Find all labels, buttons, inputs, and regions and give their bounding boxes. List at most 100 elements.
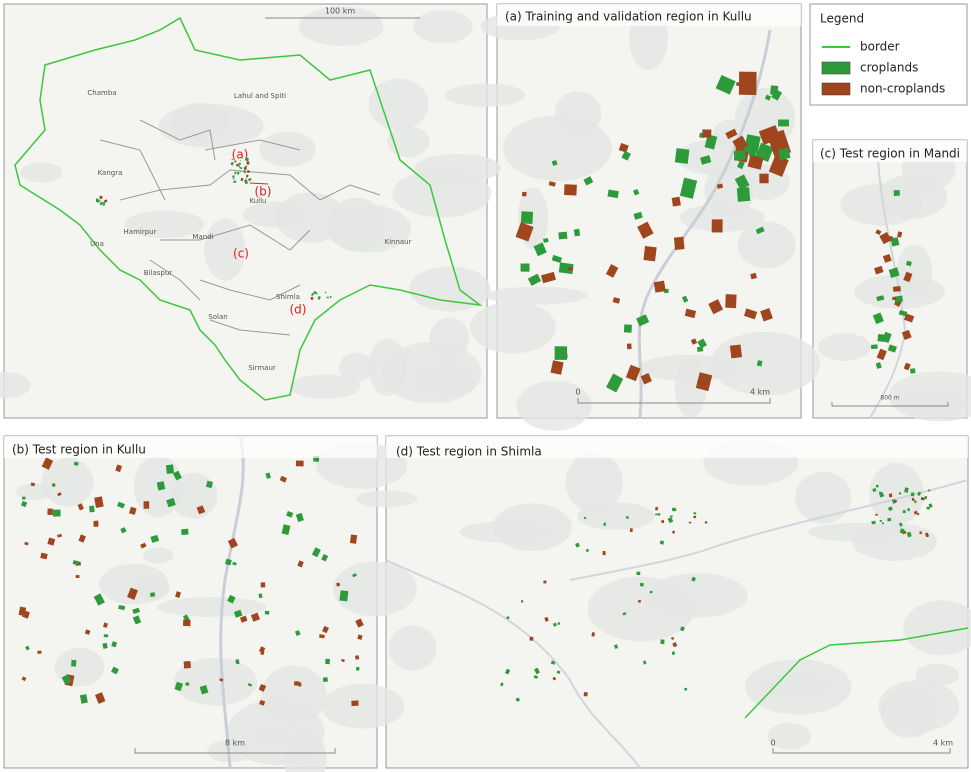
panel-title: (d) Test region in Shimla [396, 445, 542, 459]
terrain-blob [647, 573, 748, 618]
land-patch [71, 659, 77, 667]
land-patch [24, 541, 29, 546]
land-patch [913, 510, 918, 515]
land-patch [881, 522, 885, 525]
terrain-blob [516, 380, 592, 431]
district-label: Kullu [249, 197, 266, 205]
land-patch [341, 658, 345, 663]
terrain-blob [755, 674, 834, 696]
land-patch [356, 667, 360, 671]
land-patch [520, 211, 534, 224]
land-patch [614, 644, 618, 649]
title-bg [386, 436, 968, 458]
land-patch [247, 177, 252, 182]
land-patch [219, 678, 224, 682]
land-patch [117, 501, 125, 509]
land-patch [40, 552, 48, 560]
land-patch [504, 668, 511, 675]
region-label: (b) [255, 185, 272, 199]
land-patch [622, 612, 627, 616]
scale-bar [577, 398, 771, 404]
land-patch [892, 296, 897, 300]
district-label: Sirmaur [248, 364, 276, 372]
district-label: Solan [208, 313, 227, 321]
land-patch [239, 615, 248, 623]
land-patch [625, 516, 629, 519]
land-patch [260, 684, 266, 689]
river [637, 29, 772, 419]
land-patch [245, 174, 249, 178]
land-patch [558, 231, 568, 240]
land-patch [643, 660, 647, 665]
land-patch [898, 309, 908, 317]
land-patch [246, 170, 251, 174]
land-patch [233, 180, 237, 184]
district-label: Chamba [87, 89, 116, 97]
terrain-blob [332, 561, 417, 617]
land-patch [93, 593, 105, 606]
land-patch [893, 190, 900, 196]
terrain-blob [880, 687, 938, 738]
land-patch [238, 165, 241, 168]
land-patch [534, 667, 540, 675]
border-line [744, 627, 969, 719]
patches [18, 71, 933, 707]
land-patch [888, 267, 900, 278]
land-patch [227, 537, 238, 549]
land-patch [897, 231, 903, 238]
land-patch [567, 267, 574, 271]
land-patch [310, 296, 314, 301]
terrain-blob [915, 664, 960, 686]
land-patch [893, 499, 898, 503]
land-patch [684, 308, 697, 319]
land-patch [322, 677, 328, 682]
land-patch [704, 521, 708, 524]
region-label: (c) [233, 247, 249, 261]
terrain-blob [794, 471, 852, 524]
land-patch [258, 593, 263, 599]
land-patch [910, 492, 915, 497]
terrain-blob [807, 522, 911, 542]
land-patch [670, 636, 675, 640]
land-patch [872, 488, 877, 492]
land-patch [260, 582, 266, 588]
land-patch [100, 201, 104, 204]
land-patch [904, 313, 915, 323]
land-patch [583, 516, 587, 519]
land-patch [673, 236, 685, 250]
land-patch [657, 512, 661, 516]
district-label: Mandi [192, 233, 213, 241]
land-patch [326, 296, 329, 299]
land-patch [755, 142, 774, 162]
land-patch [550, 360, 564, 375]
terrain [0, 6, 971, 772]
legend-label: border [860, 40, 900, 54]
terrain-blob [737, 221, 796, 269]
land-patch [319, 634, 325, 639]
land-patch [605, 264, 619, 278]
land-patch [234, 171, 237, 174]
land-patch [636, 571, 641, 576]
land-patch [887, 344, 897, 353]
title-bg [813, 140, 967, 162]
land-patch [111, 641, 118, 648]
land-patch [232, 178, 235, 180]
land-patch [351, 700, 359, 707]
land-patch [540, 271, 556, 284]
district-label: Bilaspur [144, 269, 173, 277]
land-patch [899, 528, 905, 534]
land-patch [325, 658, 330, 665]
terrain-blob [227, 699, 325, 765]
land-patch [234, 160, 237, 163]
land-patch [679, 177, 698, 199]
terrain-blob [0, 371, 31, 399]
land-patch [149, 592, 156, 598]
land-patch [583, 176, 594, 186]
panel-title: (a) Training and validation region in Ku… [505, 10, 752, 24]
land-patch [47, 508, 53, 515]
land-patch [738, 71, 757, 95]
land-patch [264, 610, 270, 615]
land-patch [882, 253, 892, 263]
land-patch [887, 517, 892, 522]
land-patch [602, 550, 606, 556]
